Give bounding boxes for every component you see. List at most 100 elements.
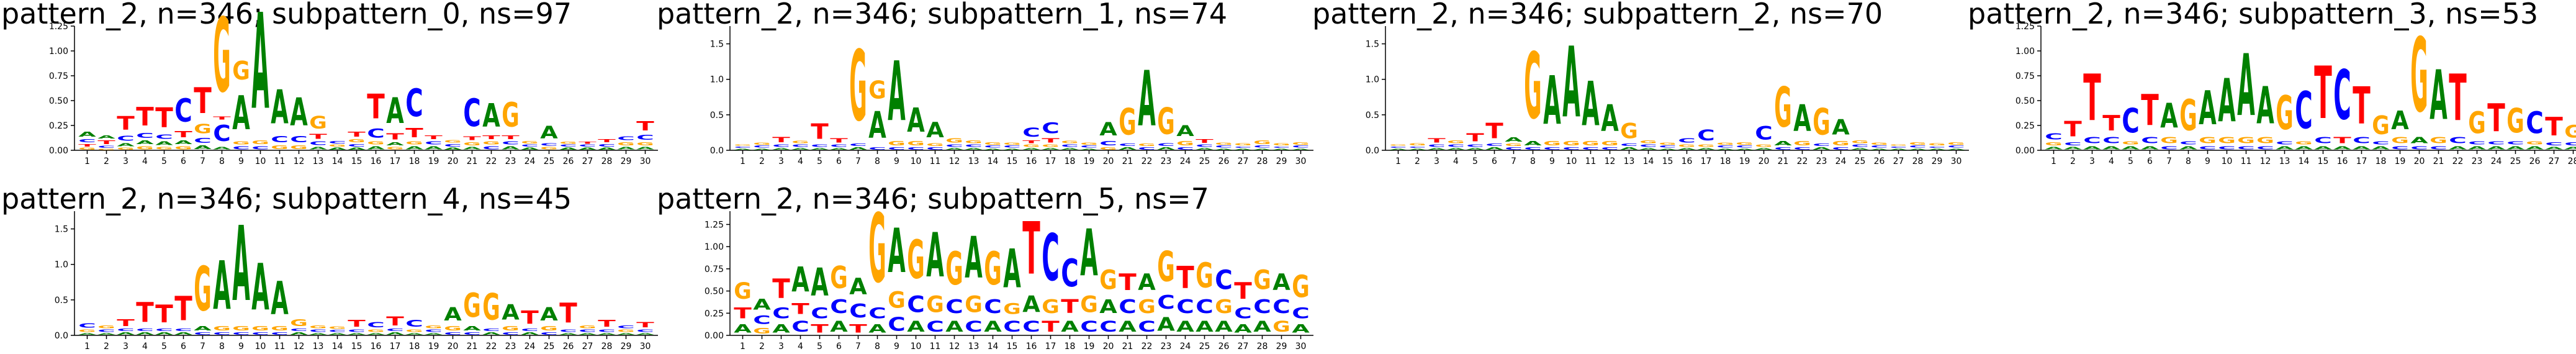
logo-letter-g: G: [830, 260, 848, 295]
logo-letter-c: C: [521, 144, 539, 147]
logo-letter-c: C: [502, 140, 520, 145]
logo-letter-g: G: [984, 242, 1002, 296]
x-tick-label: 18: [409, 157, 420, 166]
logo-letter-g: G: [232, 56, 250, 85]
x-tick-label: 16: [371, 157, 382, 166]
logo-letter-a: A: [1428, 148, 1446, 150]
x-tick-label: 18: [1065, 342, 1076, 352]
x-tick-label: 16: [2337, 157, 2348, 166]
logo-letter-a: A: [1080, 148, 1099, 150]
logo-letter-c: C: [2353, 135, 2371, 145]
x-tick-label: 25: [1855, 157, 1866, 166]
panel-title: pattern_2, n=346; subpattern_1, ns=74: [657, 0, 1227, 30]
logo-letter-a: A: [753, 148, 772, 150]
x-tick-label: 28: [2568, 157, 2576, 166]
logo-letter-a: A: [734, 322, 752, 335]
logo-letter-t: T: [386, 132, 405, 142]
logo-letter-c: C: [251, 145, 269, 150]
logo-letter-c: C: [463, 91, 481, 136]
logo-letter-a: A: [290, 90, 308, 135]
logo-letter-a: A: [521, 332, 539, 336]
logo-letter-c: C: [1389, 146, 1407, 148]
x-tick-label: 13: [968, 157, 980, 166]
logo-letter-a: A: [1389, 148, 1408, 150]
y-tick-label: 1.0: [55, 260, 68, 270]
x-tick-label: 18: [1720, 157, 1731, 166]
logo-letter-a: A: [559, 147, 578, 150]
logo-letter-a: A: [2141, 145, 2159, 150]
x-tick-label: 14: [988, 157, 999, 166]
y-tick-label: 0.00: [49, 146, 68, 156]
logo-letter-g: G: [1389, 144, 1407, 146]
logo-letter-g: G: [97, 148, 115, 150]
x-tick-label: 10: [255, 157, 266, 166]
logo-letter-a: A: [328, 147, 347, 150]
logo-letter-c: C: [1736, 145, 1754, 148]
x-tick-label: 26: [1874, 157, 1885, 166]
logo-letter-t: T: [155, 102, 173, 134]
logo-letter-a: A: [579, 333, 597, 335]
x-tick-label: 7: [855, 157, 861, 166]
logo-letter-c: C: [2564, 142, 2576, 147]
x-tick-label: 23: [1816, 157, 1827, 166]
logo-letter-c: C: [367, 127, 385, 141]
logo-letter-g: G: [1793, 140, 1811, 147]
x-tick-label: 4: [142, 342, 148, 352]
logo-letter-a: A: [1176, 318, 1194, 335]
logo-letter-c: C: [753, 314, 771, 327]
logo-letter-c: C: [1272, 146, 1290, 148]
logo-letter-a: A: [907, 318, 925, 335]
logo-panel: pattern_2, n=346; subpattern_3, ns=53 0.0…: [1968, 0, 2576, 166]
logo-letter-t: T: [791, 300, 809, 318]
logo-letter-a: A: [463, 147, 481, 150]
x-tick-label: 6: [181, 157, 186, 166]
logo-letter-c: C: [1061, 144, 1079, 148]
x-tick-label: 3: [123, 342, 128, 352]
logo-letter-g: G: [1408, 143, 1426, 147]
logo-letter-a: A: [348, 333, 366, 335]
x-tick-label: 7: [200, 342, 205, 352]
logo-letter-c: C: [1562, 147, 1580, 150]
logo-letter-t: T: [559, 297, 577, 329]
logo-letter-t: T: [117, 318, 135, 329]
x-tick-label: 3: [123, 157, 128, 166]
logo-letter-a: A: [2237, 36, 2255, 135]
logo-letter-c: C: [1793, 147, 1811, 150]
logo-letter-t: T: [1234, 279, 1252, 305]
logo-letter-a: A: [1736, 148, 1754, 150]
x-tick-label: 9: [238, 157, 244, 166]
logo-letter-a: A: [405, 333, 424, 335]
logo-letter-t: T: [309, 133, 327, 141]
logo-letter-c: C: [772, 144, 790, 148]
logo-letter-c: C: [2468, 140, 2486, 145]
logo-letter-a: A: [174, 332, 192, 336]
logo-letter-a: A: [521, 147, 539, 150]
logo-letter-c: C: [1253, 296, 1271, 318]
logo-letter-a: A: [502, 301, 520, 325]
x-tick-label: 25: [1199, 157, 1210, 166]
panel-title: pattern_2, n=346; subpattern_3, ns=53: [1968, 0, 2538, 30]
x-tick-label: 30: [640, 157, 651, 166]
x-tick-label: 1: [1395, 157, 1401, 166]
logo-letter-c: C: [926, 318, 944, 336]
logo-letter-c: C: [617, 135, 635, 142]
logo-letter-g: G: [78, 329, 96, 333]
logo-letter-c: C: [194, 332, 212, 335]
x-tick-label: 3: [1434, 157, 1439, 166]
logo-letter-a: A: [1505, 137, 1523, 143]
logo-letter-t: T: [2314, 51, 2332, 135]
logo-letter-g: G: [328, 144, 346, 147]
logo-letter-g: G: [405, 140, 423, 145]
logo-letter-a: A: [155, 332, 173, 336]
logo-panel: pattern_2, n=346; subpattern_2, ns=70 0.0…: [1312, 0, 1969, 166]
x-tick-label: 2: [759, 157, 765, 166]
logo-letter-c: C: [1659, 145, 1677, 148]
logo-letter-g: G: [1716, 142, 1734, 145]
x-tick-label: 15: [1007, 157, 1018, 166]
logo-letter-c: C: [849, 143, 867, 147]
logo-letter-g: G: [1215, 296, 1233, 317]
logo-letter-a: A: [1909, 148, 1927, 150]
logo-letter-g: G: [251, 325, 269, 332]
x-tick-label: 7: [855, 342, 861, 352]
x-tick-label: 13: [2279, 157, 2290, 166]
